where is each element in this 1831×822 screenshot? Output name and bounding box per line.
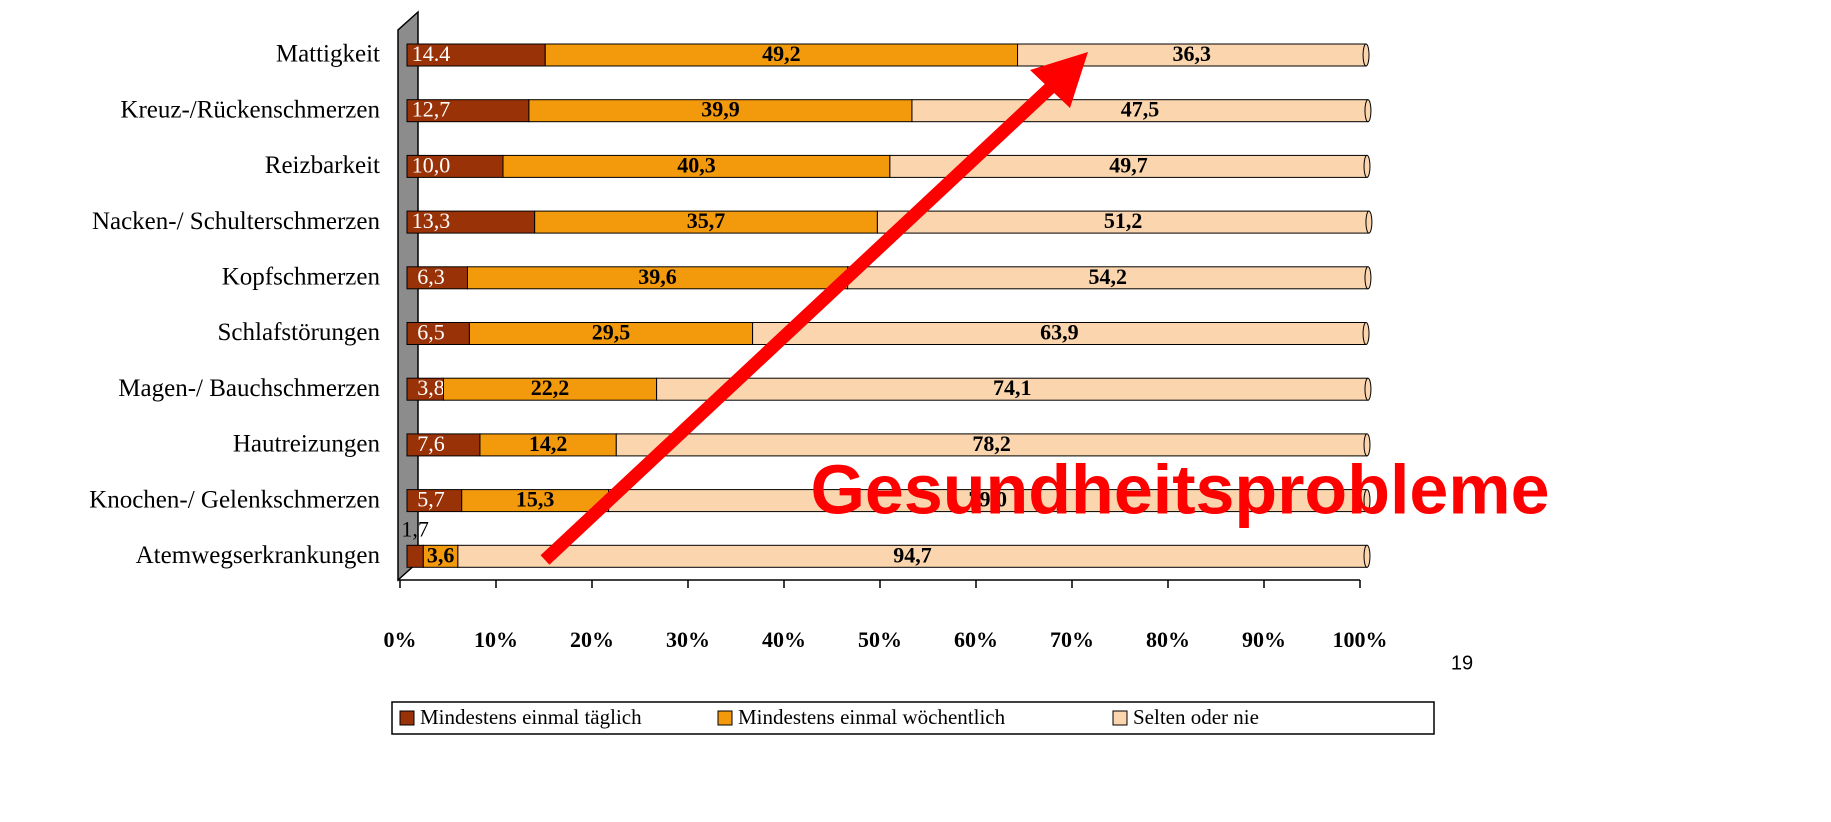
category-label: Schlafstörungen (218, 319, 381, 346)
value-label: 51,2 (1104, 208, 1143, 233)
value-label: 1,7 (401, 516, 429, 541)
value-label: 94,7 (893, 542, 932, 567)
legend-label: Selten oder nie (1133, 705, 1259, 729)
value-label: 36,3 (1173, 41, 1212, 66)
value-label: 6,5 (417, 320, 445, 345)
category-label: Reizbarkeit (265, 152, 380, 179)
value-label: 78,2 (972, 431, 1011, 456)
value-label: 49,7 (1109, 152, 1148, 177)
value-label: 5,7 (417, 487, 445, 512)
category-label: Knochen-/ Gelenkschmerzen (89, 486, 380, 513)
bar-end (1363, 544, 1371, 568)
category-label: Atemwegserkrankungen (136, 542, 381, 569)
bar-end (1364, 377, 1372, 401)
value-label: 49,2 (762, 41, 801, 66)
legend: Mindestens einmal täglich Mindestens einm… (399, 705, 1259, 729)
value-label: 63,9 (1040, 320, 1079, 345)
arrow-head (1030, 52, 1088, 108)
value-label: 22,2 (531, 375, 570, 400)
x-tick-label: 100% (1333, 627, 1388, 652)
x-tick-label: 70% (1050, 627, 1094, 652)
value-label: 10,0 (412, 152, 451, 177)
legend-label: Mindestens einmal wöchentlich (738, 705, 1006, 729)
bar-end (1363, 154, 1371, 178)
x-tick-label: 50% (858, 627, 902, 652)
value-label: 7,6 (417, 431, 445, 456)
category-label: Kopfschmerzen (222, 264, 381, 291)
x-tick-label: 60% (954, 627, 998, 652)
category-label: Mattigkeit (276, 41, 380, 68)
bar-end (1362, 43, 1370, 67)
value-label: 15,3 (516, 487, 555, 512)
bar-end (1363, 433, 1371, 457)
arrow-shaft (540, 83, 1055, 565)
x-tick-label: 20% (570, 627, 614, 652)
x-tick-label: 40% (762, 627, 806, 652)
x-tick-label: 30% (666, 627, 710, 652)
annotation: Gesundheitsprobleme (810, 450, 1549, 528)
value-label: 12,7 (412, 97, 451, 122)
value-label: 40,3 (677, 152, 716, 177)
bar-segment (406, 544, 424, 568)
legend-label: Mindestens einmal täglich (420, 705, 642, 729)
value-label: 47,5 (1121, 97, 1160, 122)
bar-end (1362, 322, 1370, 345)
value-label: 3,6 (427, 542, 455, 567)
legend-swatch (399, 710, 415, 726)
value-label: 13,3 (412, 208, 451, 233)
bar-end (1363, 489, 1371, 513)
value-label: 74,1 (993, 375, 1032, 400)
value-label: 14,2 (529, 431, 568, 456)
x-tick-label: 10% (474, 627, 518, 652)
legend-box (391, 701, 1435, 735)
legend-swatch (717, 710, 733, 726)
page-number: 19 (1451, 652, 1473, 674)
value-label: 79,0 (969, 487, 1008, 512)
value-label: 39,9 (701, 97, 740, 122)
category-label: Hautreizungen (233, 431, 381, 458)
value-label: 14.4 (412, 41, 451, 66)
value-label: 54,2 (1089, 264, 1128, 289)
category-label: Kreuz-/Rückenschmerzen (120, 96, 380, 123)
value-label: 29,5 (592, 320, 631, 345)
bar-end (1364, 266, 1372, 290)
value-label: 3,8 (417, 375, 445, 400)
bar-end (1365, 210, 1373, 234)
legend-swatch (1112, 710, 1128, 726)
plot: 0% 10% 20% 30% 40% 50% 60% 70% 80% 90% 100% Mattigk… (89, 41, 1387, 652)
x-tick-label: 90% (1242, 627, 1286, 652)
value-label: 39,6 (638, 264, 677, 289)
x-tick-label: 80% (1146, 627, 1190, 652)
category-label: Magen-/ Bauchschmerzen (118, 375, 380, 402)
value-label: 35,7 (687, 208, 726, 233)
bar-end (1364, 99, 1372, 123)
category-label: Nacken-/ Schulterschmerzen (92, 208, 381, 235)
x-tick-label: 0% (384, 627, 417, 652)
value-label: 6,3 (417, 264, 445, 289)
